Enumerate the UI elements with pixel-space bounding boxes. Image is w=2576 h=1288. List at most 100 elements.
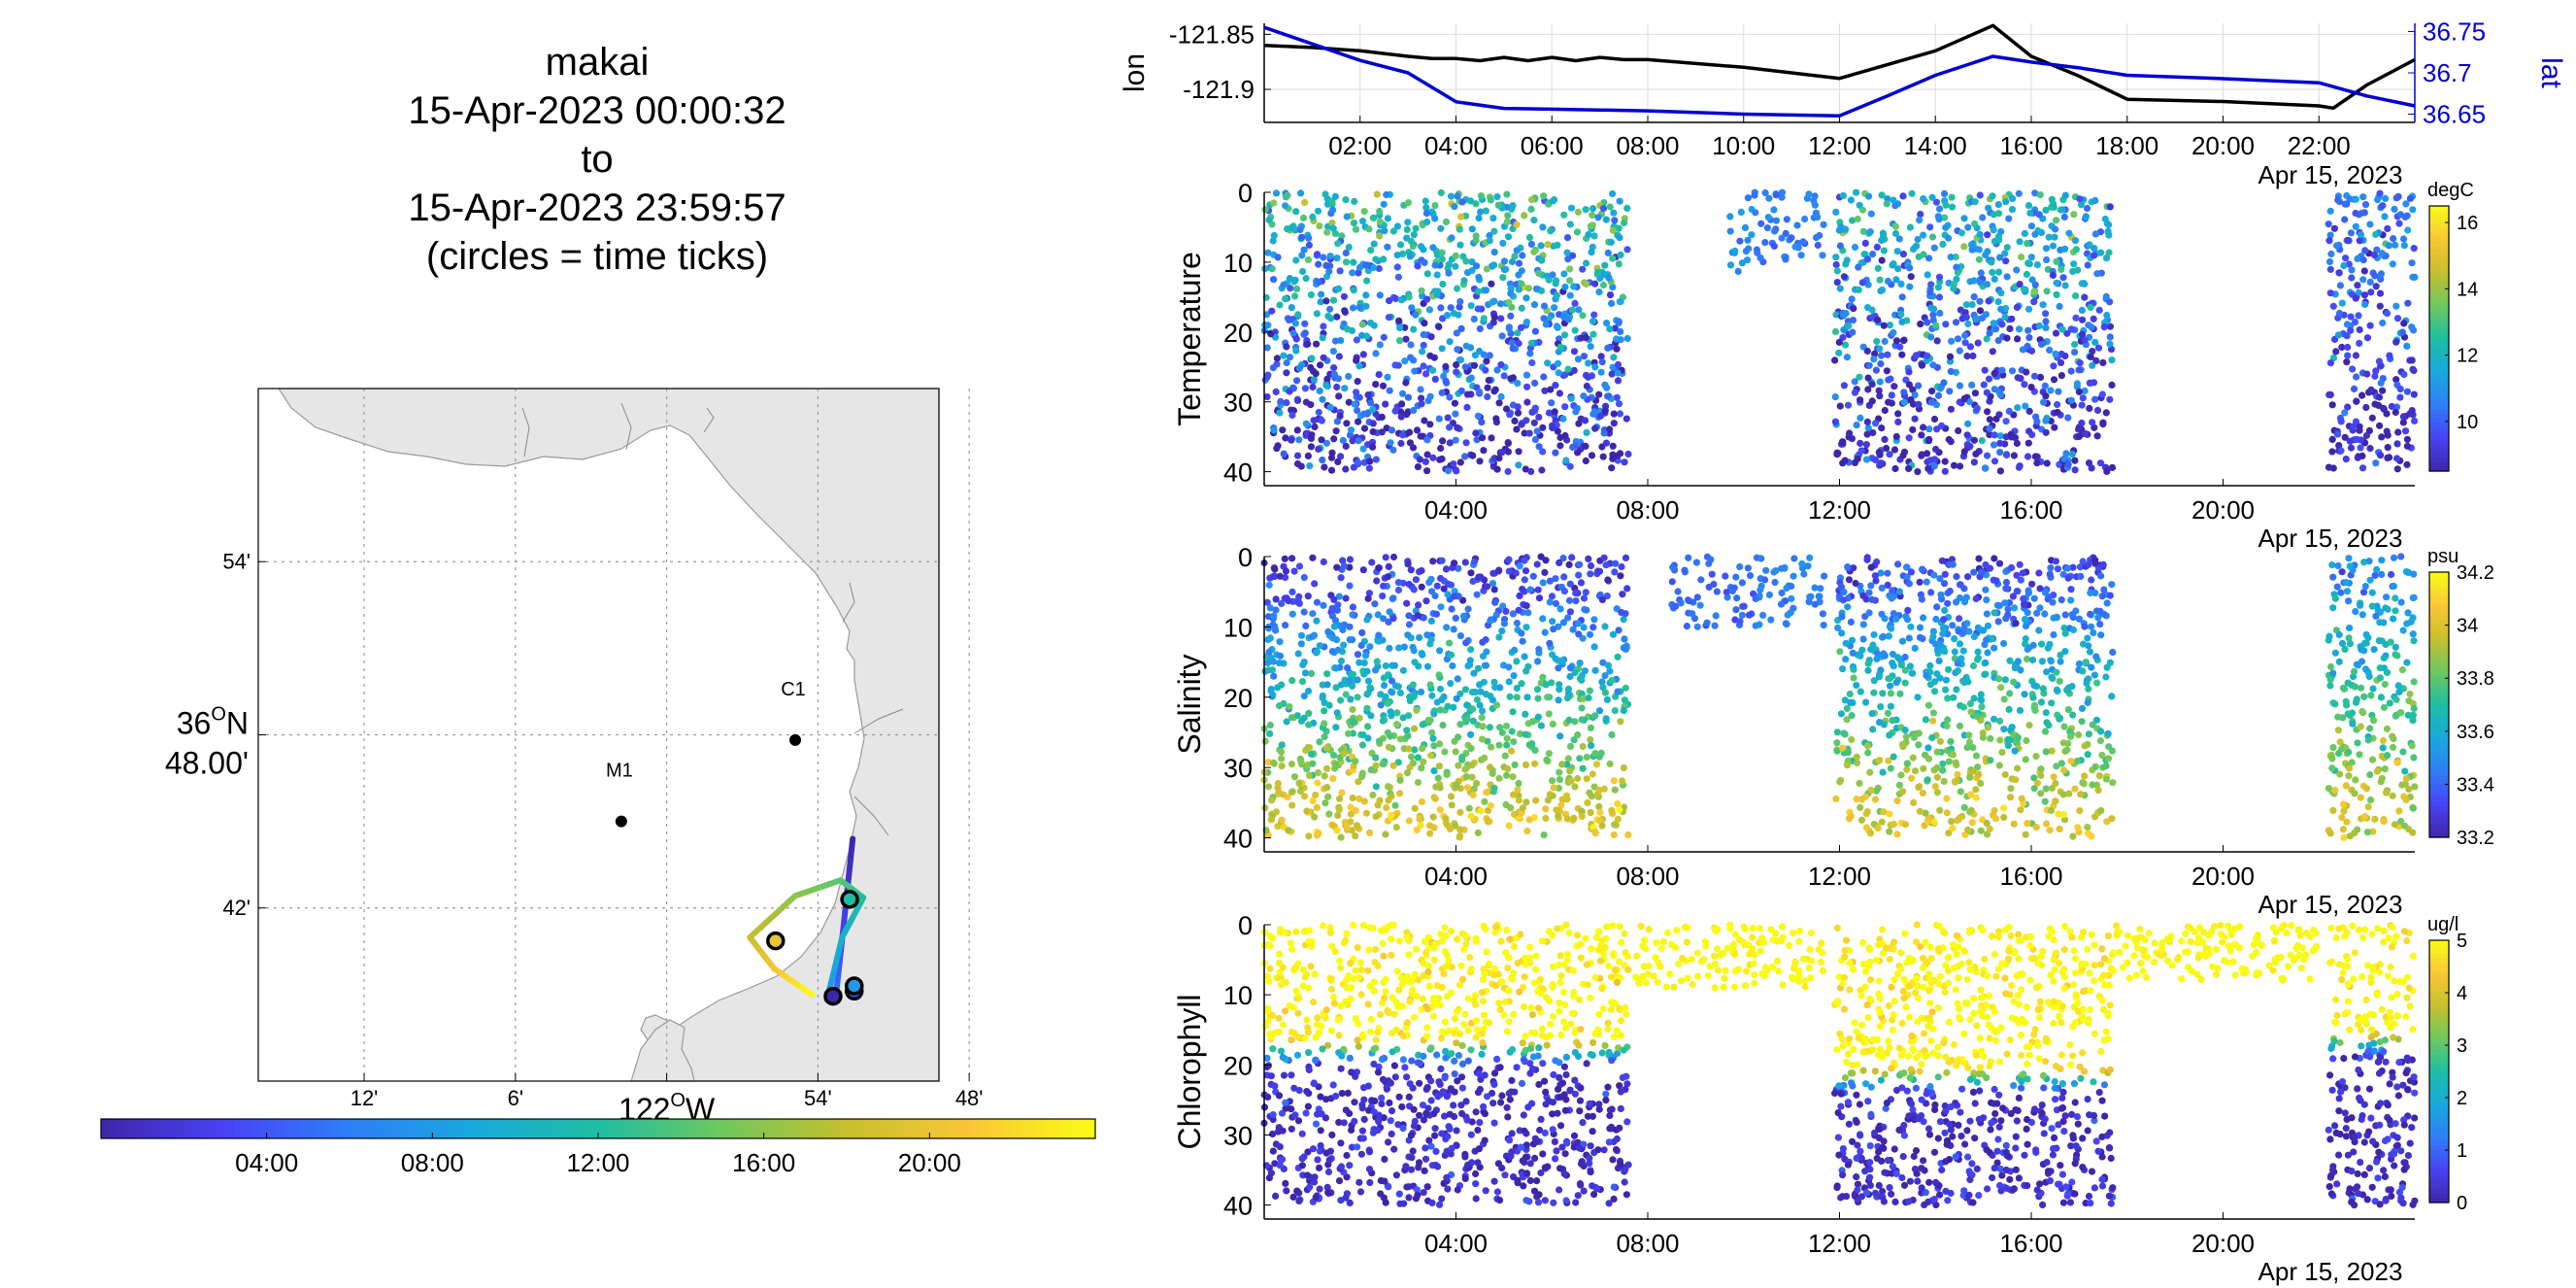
temperature-point [1326, 305, 1334, 313]
temperature-point [1865, 192, 1873, 200]
salinity-point [1495, 741, 1503, 749]
temperature-point [1911, 415, 1919, 423]
temperature-point [1942, 201, 1950, 209]
salinity-point [1901, 727, 1909, 734]
temperature-point [1313, 340, 1321, 348]
salinity-point [1469, 705, 1477, 713]
temperature-point [1369, 420, 1377, 427]
colorbar-cell [490, 1119, 500, 1138]
temperature-point [1296, 225, 1304, 234]
temperature-point [2061, 282, 2069, 289]
temperature-point [1833, 267, 1841, 275]
temperature-point [1945, 234, 1953, 242]
salinity-point [1354, 694, 1361, 701]
salinity-point [1949, 622, 1957, 629]
temperature-point [1521, 212, 1528, 220]
salinity-point [1503, 741, 1511, 749]
temperature-point [1444, 414, 1452, 422]
salinity-point [1305, 832, 1313, 840]
temperature-point [1283, 399, 1290, 407]
temperature-point [1976, 230, 1984, 239]
temperature-point [1527, 240, 1535, 248]
colorbar-cell [813, 1119, 822, 1138]
lon-lat-chart: 02:00 04:00 06:00 08:00 10:00 12:00 14:00 16:00… [1119, 17, 2567, 190]
salinity-point [1431, 795, 1439, 802]
temperature-point [2400, 320, 2408, 327]
temperature-point [2404, 226, 2412, 234]
salinity-point [2006, 690, 2014, 697]
temperature-point [1527, 196, 1536, 204]
salinity-point [1319, 692, 1326, 700]
salinity-point [1783, 584, 1790, 593]
temperature-point [1476, 324, 1484, 333]
temperature-point [1623, 334, 1631, 343]
colorbar-cell [366, 1119, 376, 1138]
temperature-point [1461, 363, 1469, 371]
salinity-point [2000, 726, 2008, 733]
salinity-point [1915, 741, 1923, 749]
temperature-point [1560, 211, 1568, 219]
salinity-point [1910, 733, 1918, 741]
temperature-point [1490, 249, 1498, 256]
temperature-point [2003, 244, 2011, 252]
colorbar-cell [780, 1119, 789, 1138]
salinity-point [1892, 615, 1900, 624]
temperature-point [1970, 458, 1978, 466]
temperature-point [1286, 388, 1293, 395]
salinity-point [1362, 809, 1370, 817]
salinity-point [2386, 699, 2393, 707]
salinity-point [1346, 556, 1355, 563]
temperature-point [1610, 354, 1618, 361]
temperature-point [2361, 201, 2370, 209]
temperature-point [1602, 439, 1610, 447]
salinity-point [1449, 661, 1456, 670]
salinity-point [1746, 572, 1755, 580]
colorbar-cell [788, 1119, 798, 1138]
salinity-point [1910, 798, 1918, 807]
salinity-point [1983, 610, 1991, 618]
salinity-point [1604, 576, 1612, 584]
salinity-point [1853, 759, 1861, 767]
colorbar-cell [880, 1119, 889, 1138]
salinity-point [1566, 767, 1574, 775]
salinity-point [1781, 563, 1789, 572]
salinity-point [1494, 567, 1503, 575]
temperature-point [2390, 235, 2397, 243]
temperature-colorbar-cell [2429, 281, 2449, 287]
salinity-point [1416, 633, 1423, 642]
temperature-point [1608, 464, 1616, 472]
salinity-point [2081, 742, 2089, 750]
salinity-point [1966, 773, 1974, 781]
salinity-point [1377, 701, 1385, 709]
salinity-point [1991, 555, 1998, 562]
salinity-point [2041, 797, 2049, 805]
salinity-point [1972, 752, 1981, 760]
temperature-point [1395, 337, 1404, 345]
temperature-point [1454, 424, 1461, 431]
temperature-colorbar-cell [2429, 250, 2449, 255]
temperature-point [1338, 232, 1346, 240]
salinity-point [1366, 684, 1374, 692]
salinity-point [1610, 830, 1618, 839]
temperature-point [1574, 449, 1582, 457]
temperature-point [1438, 345, 1446, 353]
salinity-point [1414, 612, 1422, 620]
salinity-point [1461, 559, 1469, 566]
temperature-colorbar-cell [2429, 236, 2449, 242]
temperature-point [2389, 260, 2396, 268]
salinity-point [1360, 797, 1368, 805]
temperature-point [1929, 361, 1937, 369]
temperature-point [1862, 456, 1871, 463]
salinity-point [1922, 716, 1929, 724]
temperature-point [1293, 452, 1302, 459]
colorbar-tick-label-2: 12:00 [566, 1148, 629, 1177]
temperature-point [1518, 304, 1525, 312]
salinity-point [1591, 750, 1599, 758]
temperature-point [1573, 228, 1582, 236]
temperature-point [1391, 294, 1400, 303]
temperature-point [1475, 273, 1483, 281]
salinity-point [1955, 627, 1962, 635]
temperature-point [1313, 310, 1321, 318]
temperature-point [2376, 302, 2384, 310]
salinity-point [1513, 658, 1521, 665]
